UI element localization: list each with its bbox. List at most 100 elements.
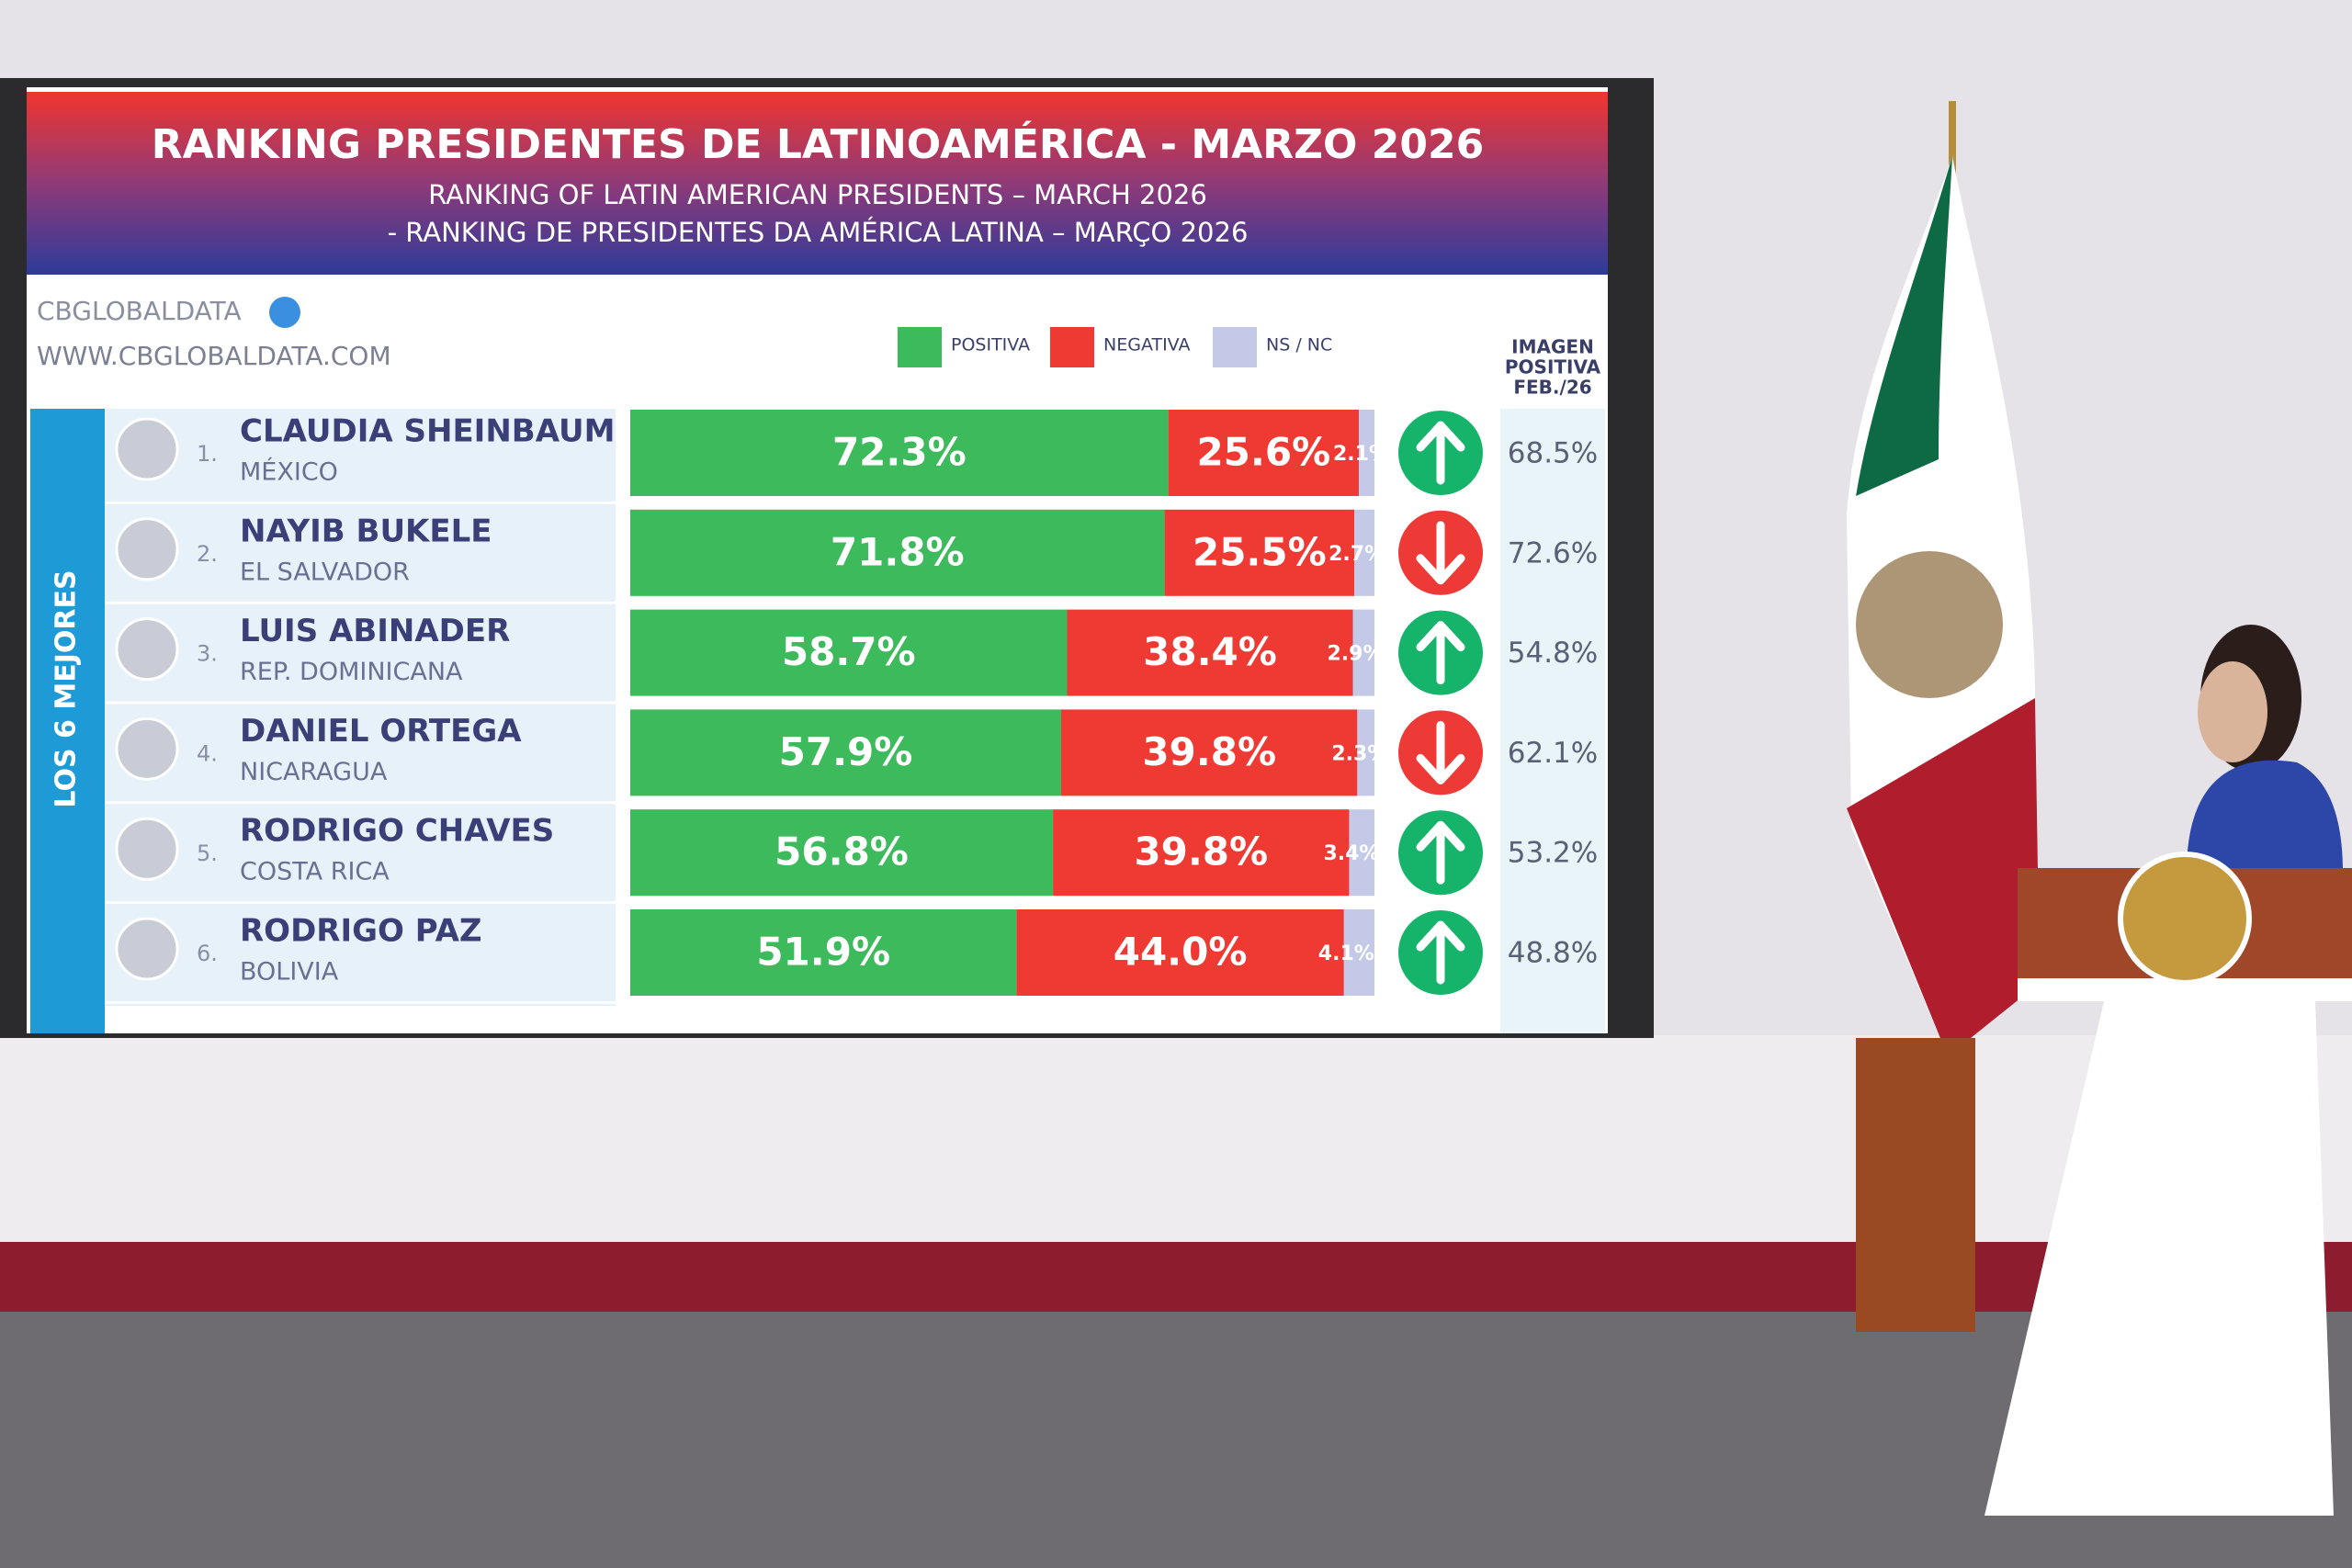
rank: 1. bbox=[197, 441, 218, 467]
legend-label: NEGATIVA bbox=[1103, 335, 1190, 355]
data-label: 44.0% bbox=[1114, 930, 1248, 975]
president-name: CLAUDIA SHEINBAUM bbox=[240, 413, 615, 450]
data-label: 56.8% bbox=[775, 829, 909, 874]
country: MÉXICO bbox=[240, 457, 338, 487]
rows: 1. CLAUDIA SHEINBAUM MÉXICO 72.3% 25.6% 2.1% 6… bbox=[105, 410, 1598, 1004]
data-label: 57.9% bbox=[779, 729, 913, 774]
portrait bbox=[115, 417, 179, 481]
group-strip bbox=[30, 409, 105, 1033]
data-label: 2.7% bbox=[1329, 543, 1385, 566]
podium bbox=[1984, 868, 2352, 1516]
legend-label: NS / NC bbox=[1266, 335, 1332, 355]
bar-segment bbox=[1357, 709, 1374, 796]
previous-value: 54.8% bbox=[1508, 637, 1598, 670]
speaker bbox=[1984, 625, 2352, 1516]
bar-segment bbox=[1358, 410, 1374, 496]
trend-arrow bbox=[1416, 421, 1465, 485]
portrait bbox=[115, 617, 179, 682]
subtitle: RANKING OF LATIN AMERICAN PRESIDENTS – M… bbox=[428, 179, 1207, 210]
flag-green bbox=[1856, 156, 1952, 496]
bar-segment bbox=[630, 809, 1054, 897]
chart-title: RANKING PRESIDENTES DE LATINOAMÉRICA - M… bbox=[152, 119, 1484, 168]
group-label: LOS 6 MEJORES bbox=[51, 570, 83, 807]
speaker-body bbox=[2187, 760, 2343, 873]
president-name: DANIEL ORTEGA bbox=[240, 713, 522, 750]
data-label: 25.6% bbox=[1196, 430, 1330, 475]
bar-segment bbox=[1164, 509, 1355, 596]
red-stripe bbox=[0, 1242, 2352, 1314]
previous-header-line: FEB./26 bbox=[1513, 377, 1591, 399]
trend-arrow bbox=[1416, 621, 1465, 685]
legend-swatch bbox=[898, 327, 942, 367]
data-label: 3.4% bbox=[1323, 842, 1379, 865]
legend: POSITIVA NEGATIVA NS / NC bbox=[898, 327, 1332, 367]
bar-segment bbox=[630, 709, 1061, 796]
bar-segment bbox=[1354, 509, 1374, 596]
bar-segment bbox=[1343, 909, 1374, 996]
portrait bbox=[115, 716, 179, 781]
flag-emblem bbox=[1856, 551, 2003, 698]
flag-red bbox=[1847, 698, 2040, 1056]
trend-arrow bbox=[1416, 720, 1465, 784]
legend-swatch bbox=[1050, 327, 1094, 367]
data-label: 71.8% bbox=[831, 529, 965, 574]
rank: 3. bbox=[197, 641, 218, 667]
floor bbox=[0, 1312, 2352, 1568]
previous-value: 62.1% bbox=[1508, 737, 1598, 770]
data-label: 25.5% bbox=[1193, 529, 1327, 574]
bar-segment bbox=[1016, 909, 1344, 996]
rank: 5. bbox=[197, 840, 218, 866]
previous-header-line: POSITIVA bbox=[1505, 356, 1601, 378]
previous-header-line: IMAGEN bbox=[1511, 336, 1594, 358]
president-name: RODRIGO PAZ bbox=[240, 913, 482, 950]
bar-segment bbox=[1349, 809, 1374, 897]
bar-segment bbox=[1352, 609, 1374, 696]
rank: 4. bbox=[197, 740, 218, 766]
names-panel bbox=[105, 409, 616, 1006]
data-label: 39.8% bbox=[1134, 829, 1268, 874]
header-band bbox=[27, 92, 1608, 275]
bar-segment bbox=[630, 509, 1165, 596]
data-label: 51.9% bbox=[756, 930, 890, 975]
source-url: WWW.CBGLOBALDATA.COM bbox=[37, 341, 391, 371]
president-name: NAYIB BUKELE bbox=[240, 513, 492, 549]
bar-segment bbox=[630, 909, 1017, 996]
bar-segment bbox=[1060, 709, 1358, 796]
country: COSTA RICA bbox=[240, 858, 390, 886]
data-label: 58.7% bbox=[782, 629, 916, 674]
flag-base bbox=[1856, 1038, 1975, 1332]
subtitle: - RANKING DE PRESIDENTES DA AMÉRICA LATI… bbox=[388, 217, 1249, 248]
bar-segment bbox=[1168, 410, 1359, 496]
president-name: LUIS ABINADER bbox=[240, 613, 510, 649]
data-label: 39.8% bbox=[1142, 729, 1276, 774]
previous-value: 68.5% bbox=[1508, 437, 1598, 470]
rank: 2. bbox=[197, 541, 218, 567]
portrait bbox=[115, 817, 179, 881]
country: REP. DOMINICANA bbox=[240, 658, 463, 686]
bar-segment bbox=[1053, 809, 1350, 897]
speaker-face bbox=[2198, 661, 2267, 762]
data-label: 4.1% bbox=[1318, 942, 1374, 965]
legend-swatch bbox=[1213, 327, 1257, 367]
bar-segment bbox=[630, 410, 1169, 496]
data-label: 2.1% bbox=[1333, 443, 1389, 466]
podium-seal bbox=[2118, 852, 2252, 986]
data-label: 2.3% bbox=[1331, 742, 1387, 765]
previous-value: 48.8% bbox=[1508, 937, 1598, 970]
rank: 6. bbox=[197, 941, 218, 966]
verified-badge bbox=[269, 297, 300, 328]
data-label: 38.4% bbox=[1143, 629, 1277, 674]
country: BOLIVIA bbox=[240, 958, 339, 987]
previous-value: 53.2% bbox=[1508, 837, 1598, 870]
trend-arrow bbox=[1416, 521, 1465, 585]
president-name: RODRIGO CHAVES bbox=[240, 813, 554, 850]
wall-panel bbox=[0, 1035, 2352, 1247]
trend-arrow bbox=[1416, 820, 1465, 885]
data-label: 2.9% bbox=[1328, 643, 1384, 666]
flag bbox=[1847, 101, 2040, 1332]
previous-value: 72.6% bbox=[1508, 536, 1598, 570]
portrait bbox=[115, 917, 179, 981]
